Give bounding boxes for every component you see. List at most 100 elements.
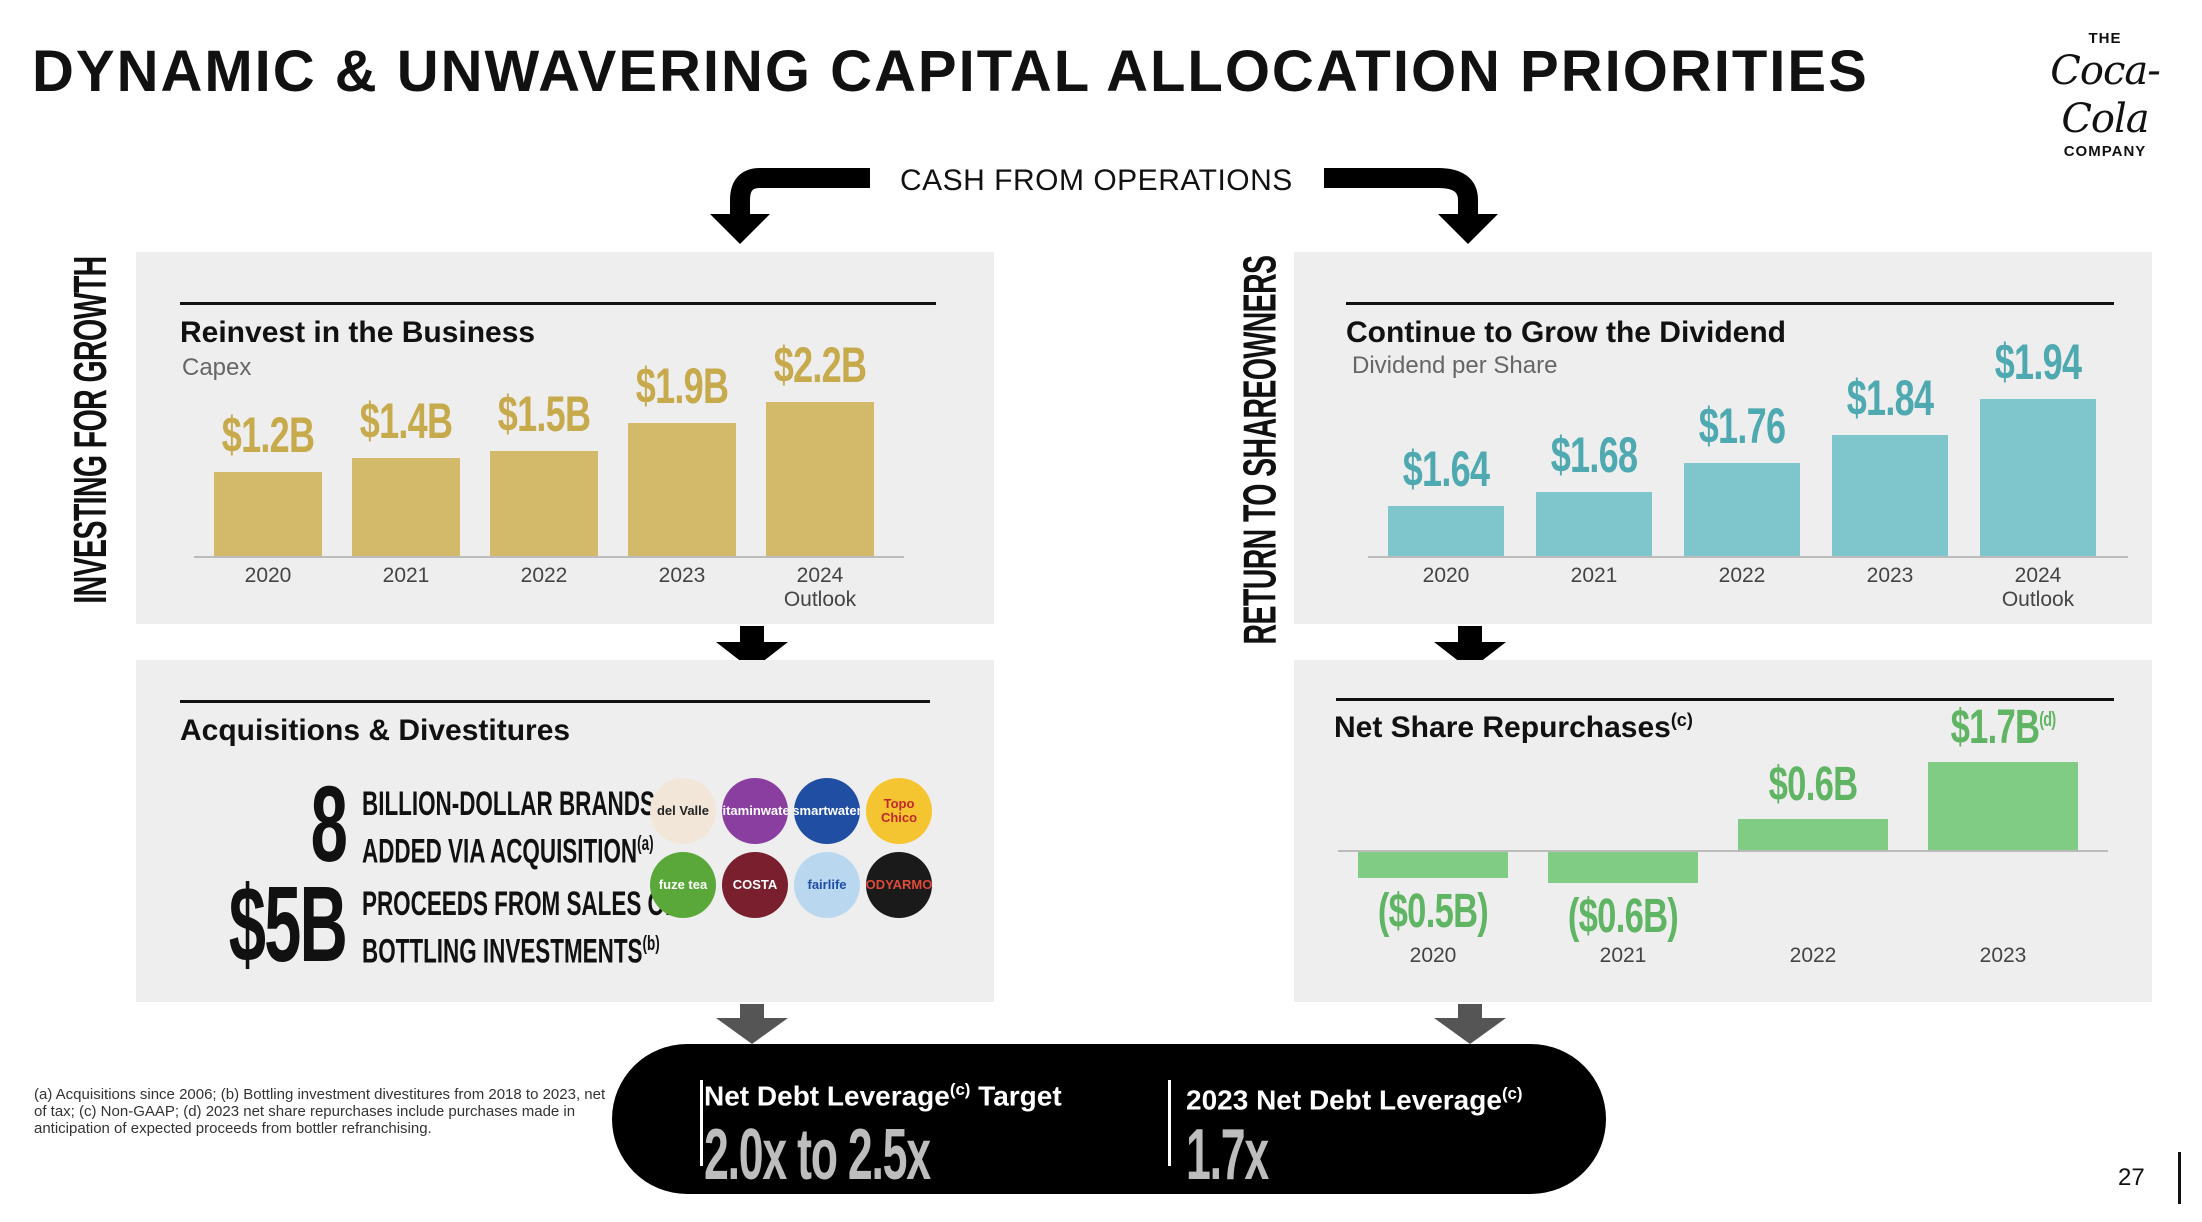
footnote: (a) Acquisitions since 2006; (b) Bottlin…	[34, 1086, 606, 1137]
dividend-subtitle: Dividend per Share	[1352, 352, 1558, 379]
dividend-baseline	[1368, 556, 2128, 558]
capex-title: Reinvest in the Business	[180, 316, 536, 349]
repurchase-category-label: 2020	[1409, 944, 1457, 967]
proceeds-note: (b)	[642, 933, 660, 955]
down-arrow-icon	[716, 626, 788, 670]
down-arrow-icon	[1434, 626, 1506, 670]
leverage-actual-note: (c)	[1501, 1084, 1523, 1103]
proceeds-text: PROCEEDS FROM SALES OF BOTTLING INVESTME…	[362, 884, 679, 971]
brands-text: BILLION-DOLLAR BRANDS ADDED VIA ACQUISIT…	[362, 784, 655, 871]
repurchase-value-note: (d)	[2039, 709, 2056, 731]
leverage-actual-label: 2023 Net Debt Leverage(c)	[1186, 1084, 1522, 1116]
dividend-bar	[1388, 506, 1504, 556]
repurchase-value-label: ($0.5B)	[1357, 884, 1508, 939]
repurchases-title-wrap: Net Share Repurchases(c)	[1334, 710, 1693, 745]
leverage-target-note: (c)	[949, 1080, 971, 1099]
logo-script-text: Coca-Cola	[2050, 48, 2160, 142]
dividend-category-year: 2020	[1422, 564, 1470, 587]
right-curved-arrow-icon	[1324, 168, 1498, 244]
brand-logo: vitaminwater	[722, 778, 788, 844]
brands-note: (a)	[637, 833, 654, 855]
pill-separator-right	[1168, 1080, 1171, 1166]
repurchase-value-text: $0.6B	[1768, 758, 1858, 811]
brand-logo: fairlife	[794, 852, 860, 918]
brands-line-2-wrap: ADDED VIA ACQUISITION(a)	[362, 824, 655, 871]
repurchase-bar	[1738, 819, 1888, 850]
capex-baseline	[194, 556, 904, 558]
capex-value-label: $1.9B	[635, 358, 729, 414]
capex-category-year: 2024	[796, 564, 844, 587]
dividend-category-label: 2021	[1516, 564, 1672, 588]
capex-category-year: 2021	[382, 564, 430, 587]
capex-category-label: 2022	[470, 564, 618, 588]
dividend-category-year: 2022	[1718, 564, 1766, 587]
dividend-value-label: $1.84	[1846, 370, 1934, 426]
repurchase-bar	[1358, 852, 1508, 878]
proceeds-line-2: BOTTLING INVESTMENTS	[362, 932, 643, 971]
acquisitions-rule	[180, 700, 930, 703]
brand-logo: COSTA	[722, 852, 788, 918]
brands-line-1: BILLION-DOLLAR BRANDS	[362, 785, 655, 823]
brands-count: 8	[310, 763, 348, 884]
dividend-category-label: 2023	[1812, 564, 1968, 588]
page-number: 27	[2118, 1164, 2145, 1191]
logo-bottom-text: COMPANY	[2063, 143, 2147, 160]
capex-category-year: 2022	[520, 564, 568, 587]
brands-line-2: ADDED VIA ACQUISITION	[362, 832, 638, 871]
dividend-value-label: $1.68	[1550, 427, 1638, 483]
down-arrow-icon	[716, 1004, 788, 1044]
repurchase-bar	[1928, 762, 2078, 850]
cash-from-operations-label: CASH FROM OPERATIONS	[900, 164, 1293, 197]
coca-cola-logo: THE Coca-Cola COMPANY	[2020, 30, 2190, 160]
repurchase-value-label: $0.6B	[1737, 757, 1888, 812]
dividend-chart: $1.64 2020 $1.68 2021 $1.76 2022 $1.84 2023 $1.9…	[1294, 252, 2152, 624]
repurchases-title-note: (c)	[1670, 710, 1693, 730]
capex-subtitle: Capex	[182, 354, 252, 381]
dividend-value-label: $1.76	[1698, 398, 1786, 454]
leverage-actual-value: 1.7x	[1186, 1115, 1269, 1195]
capex-category-year: 2020	[244, 564, 292, 587]
dividend-category-label: 2020	[1368, 564, 1524, 588]
repurchase-zero-line	[1338, 850, 2108, 852]
investing-for-growth-label: INVESTING FOR GROWTH	[64, 256, 117, 604]
dividend-category-label: 2022	[1664, 564, 1820, 588]
acquisitions-title: Acquisitions & Divestitures	[180, 714, 571, 747]
proceeds-line-2-wrap: BOTTLING INVESTMENTS(b)	[362, 924, 679, 971]
brand-logo: fuze tea	[650, 852, 716, 918]
capex-category-year: 2023	[658, 564, 706, 587]
capex-bar	[766, 402, 874, 556]
logo-top-text: THE	[2088, 30, 2122, 47]
repurchases-title: Net Share Repurchases	[1334, 711, 1671, 744]
acquisitions-panel: Acquisitions & Divestitures 8 BILLION-DO…	[136, 660, 994, 1002]
repurchase-value-label: ($0.6B)	[1547, 889, 1698, 944]
capex-value-label: $1.5B	[497, 386, 591, 442]
capex-category-label: 2020	[194, 564, 342, 588]
dividend-bar	[1536, 492, 1652, 556]
dividend-title: Continue to Grow the Dividend	[1346, 316, 1786, 349]
net-debt-leverage-pill: Net Debt Leverage(c) Target 2.0x to 2.5x…	[612, 1044, 1606, 1195]
capex-rule	[180, 302, 936, 305]
repurchase-value-text: ($0.5B)	[1377, 885, 1489, 938]
dividend-category-year: 2021	[1570, 564, 1618, 587]
repurchase-bar	[1548, 852, 1698, 883]
repurchase-value-label: $1.7B(d)	[1927, 700, 2078, 755]
leverage-target-suffix: Target	[970, 1080, 1062, 1112]
capex-category-label: 2024 Outlook	[746, 564, 894, 612]
repurchase-chart: ($0.5B) 2020 ($0.6B) 2021 $0.6B 2022 $1.7B(d) 2…	[1294, 660, 2152, 1002]
leverage-target-text: Net Debt Leverage	[704, 1080, 950, 1112]
page-number-rule	[2178, 1152, 2181, 1204]
brand-logo: BODYARMOR	[866, 852, 932, 918]
repurchase-category-label: 2022	[1789, 944, 1837, 967]
page-title: DYNAMIC & UNWAVERING CAPITAL ALLOCATION …	[32, 39, 1869, 104]
capex-bar	[352, 458, 460, 556]
pill-separator-left	[700, 1080, 703, 1166]
dividend-bar	[1832, 435, 1948, 556]
dividend-category-label: 2024 Outlook	[1960, 564, 2116, 612]
left-curved-arrow-icon	[710, 168, 870, 244]
capex-value-label: $1.2B	[221, 407, 315, 463]
capex-value-label: $2.2B	[773, 337, 867, 393]
dividend-rule	[1346, 302, 2114, 305]
proceeds-amount: $5B	[228, 863, 348, 984]
repurchase-value-text: ($0.6B)	[1567, 890, 1679, 943]
brand-logo: del Valle	[650, 778, 716, 844]
